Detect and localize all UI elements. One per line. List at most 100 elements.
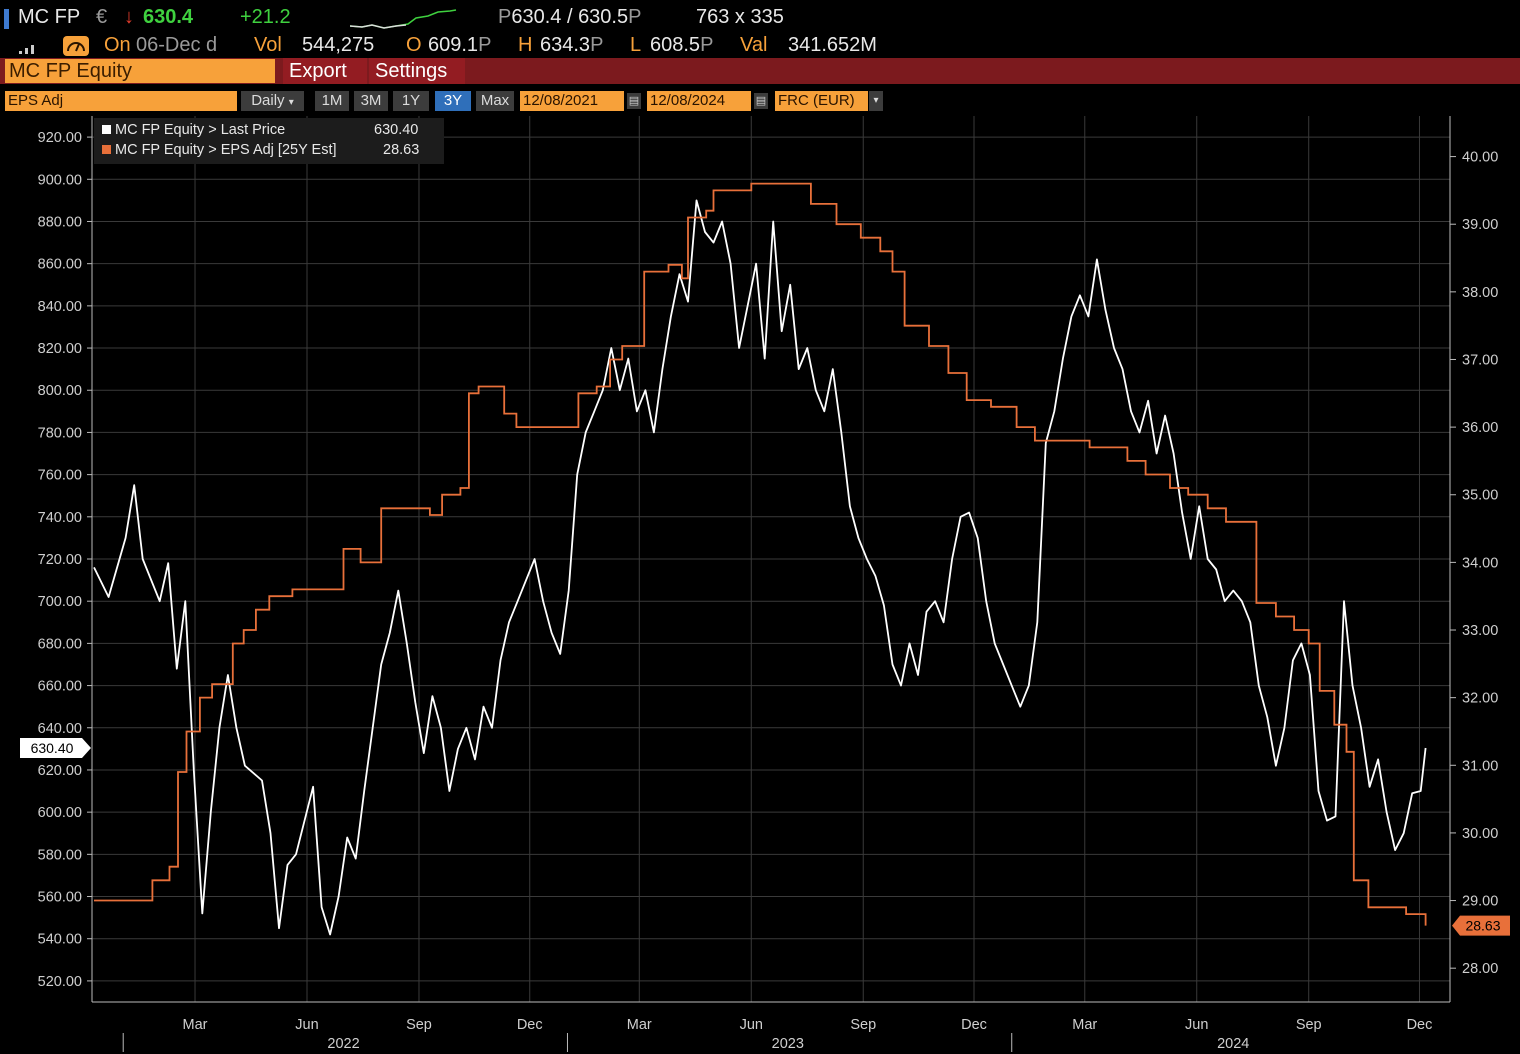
left-axis-tick-label: 700.00 bbox=[38, 594, 82, 610]
left-axis-tick-label: 860.00 bbox=[38, 257, 82, 273]
x-tick-label: Sep bbox=[1296, 1017, 1322, 1033]
high-label: H bbox=[518, 34, 533, 56]
on-label: On bbox=[104, 34, 131, 56]
left-axis-tick-label: 660.00 bbox=[38, 679, 82, 695]
open-suffix: P bbox=[478, 34, 492, 56]
left-axis-tick-label: 820.00 bbox=[38, 341, 82, 357]
range-button-1y[interactable]: 1Y bbox=[393, 91, 429, 111]
security-field[interactable]: MC FP Equity bbox=[5, 59, 275, 83]
legend-label-price: MC FP Equity > Last Price bbox=[115, 122, 286, 138]
frequency-value: Daily bbox=[251, 92, 285, 109]
eps-last-value-tag bbox=[1452, 915, 1510, 936]
chart-legend: MC FP Equity > Last Price 630.40 MC FP E… bbox=[94, 118, 444, 164]
open-label: O bbox=[406, 34, 422, 56]
right-axis-tick-label: 37.00 bbox=[1462, 352, 1498, 368]
range-button-3y[interactable]: 3Y bbox=[435, 91, 471, 111]
left-axis-tick-label: 580.00 bbox=[38, 847, 82, 863]
right-axis-tick-label: 39.00 bbox=[1462, 217, 1498, 233]
left-axis-tick-label: 720.00 bbox=[38, 552, 82, 568]
left-axis-tick-label: 880.00 bbox=[38, 214, 82, 230]
low-price: 608.5P bbox=[650, 34, 713, 57]
left-axis-tick-label: 620.00 bbox=[38, 763, 82, 779]
open-value: 609.1 bbox=[428, 34, 479, 56]
x-tick-label: Jun bbox=[1185, 1017, 1208, 1033]
field-input[interactable]: EPS Adj bbox=[5, 91, 237, 111]
low-value: 608.5 bbox=[650, 34, 701, 56]
range-button-3m[interactable]: 3M bbox=[354, 91, 388, 111]
signal-bars-icon bbox=[19, 45, 34, 54]
left-axis-tick-label: 560.00 bbox=[38, 890, 82, 906]
right-axis-tick-label: 36.00 bbox=[1462, 420, 1498, 436]
legend-item-eps[interactable]: MC FP Equity > EPS Adj [25Y Est] bbox=[102, 142, 337, 158]
ticker[interactable]: MC FP bbox=[18, 6, 81, 28]
calendar-icon[interactable]: ▤ bbox=[627, 93, 641, 109]
bid-ask-suffix: P bbox=[628, 6, 642, 28]
price-last-value-label: 630.40 bbox=[31, 740, 74, 756]
x-tick-label: Jun bbox=[295, 1017, 318, 1033]
legend-value-eps: 28.63 bbox=[383, 142, 420, 158]
left-axis-tick-label: 520.00 bbox=[38, 974, 82, 990]
eps-series-line bbox=[94, 182, 1427, 926]
year-label: 2023 bbox=[772, 1036, 804, 1052]
currency-symbol: € bbox=[96, 6, 108, 28]
sparkline-icon bbox=[350, 9, 457, 29]
gauge-icon[interactable] bbox=[62, 35, 90, 57]
x-tick-label: Sep bbox=[850, 1017, 876, 1033]
frequency-select[interactable]: Daily ▾ bbox=[241, 91, 304, 111]
x-tick-label: Jun bbox=[740, 1017, 763, 1033]
end-date-input[interactable]: 12/08/2024 bbox=[647, 91, 751, 111]
left-axis-tick-label: 680.00 bbox=[38, 636, 82, 652]
currency-select[interactable]: FRC (EUR) bbox=[775, 91, 868, 111]
left-axis-tick-label: 740.00 bbox=[38, 510, 82, 526]
right-axis-tick-label: 35.00 bbox=[1462, 488, 1498, 504]
x-tick-label: Dec bbox=[517, 1017, 543, 1033]
legend-label-eps: MC FP Equity > EPS Adj [25Y Est] bbox=[115, 142, 337, 158]
settings-button[interactable]: Settings bbox=[369, 58, 465, 84]
right-axis-tick-label: 31.00 bbox=[1462, 758, 1498, 774]
ticker-marker bbox=[4, 9, 9, 29]
bid-ask-prefix: P bbox=[498, 6, 512, 28]
last-price: 630.4 bbox=[143, 6, 194, 28]
vol-label: Vol bbox=[254, 34, 282, 56]
bid-ask-value: 630.4 / 630.5 bbox=[511, 6, 629, 28]
low-suffix: P bbox=[700, 34, 714, 56]
low-label: L bbox=[630, 34, 642, 56]
range-button-1m[interactable]: 1M bbox=[315, 91, 349, 111]
range-button-max[interactable]: Max bbox=[476, 91, 514, 111]
down-arrow-icon: ↓ bbox=[124, 6, 134, 28]
left-axis-tick-label: 920.00 bbox=[38, 130, 82, 146]
chevron-down-icon[interactable]: ▾ bbox=[869, 91, 883, 111]
bid-ask-size: 763 x 335 bbox=[696, 6, 784, 28]
year-label: 2024 bbox=[1217, 1036, 1249, 1052]
export-button[interactable]: Export bbox=[283, 58, 367, 84]
left-axis-tick-label: 780.00 bbox=[38, 425, 82, 441]
legend-swatch-eps bbox=[102, 145, 111, 154]
legend-value-price: 630.40 bbox=[374, 122, 419, 138]
left-axis-tick-label: 540.00 bbox=[38, 932, 82, 948]
val-label: Val bbox=[740, 34, 768, 56]
on-date: 06-Dec d bbox=[136, 34, 218, 56]
x-tick-label: Dec bbox=[1407, 1017, 1433, 1033]
right-axis-tick-label: 28.00 bbox=[1462, 961, 1498, 977]
x-tick-label: Dec bbox=[961, 1017, 987, 1033]
left-axis-tick-label: 600.00 bbox=[38, 805, 82, 821]
right-axis-tick-label: 38.00 bbox=[1462, 285, 1498, 301]
x-tick-label: Sep bbox=[406, 1017, 432, 1033]
val-value: 341.652M bbox=[788, 34, 877, 56]
legend-item-price[interactable]: MC FP Equity > Last Price bbox=[102, 122, 285, 138]
price-change: +21.2 bbox=[240, 6, 291, 28]
bid-ask: P630.4 / 630.5P bbox=[498, 6, 641, 29]
left-axis-tick-label: 760.00 bbox=[38, 468, 82, 484]
x-tick-label: Mar bbox=[183, 1017, 208, 1033]
start-date-input[interactable]: 12/08/2021 bbox=[520, 91, 624, 111]
price-last-value-tag bbox=[20, 738, 91, 759]
calendar-icon[interactable]: ▤ bbox=[754, 93, 768, 109]
high-value: 634.3 bbox=[540, 34, 591, 56]
right-axis-tick-label: 33.00 bbox=[1462, 623, 1498, 639]
right-axis-tick-label: 29.00 bbox=[1462, 894, 1498, 910]
price-series-line bbox=[93, 199, 1427, 936]
eps-last-value-label: 28.63 bbox=[1465, 918, 1500, 934]
vol-value: 544,275 bbox=[302, 34, 375, 56]
open-price: 609.1P bbox=[428, 34, 491, 57]
